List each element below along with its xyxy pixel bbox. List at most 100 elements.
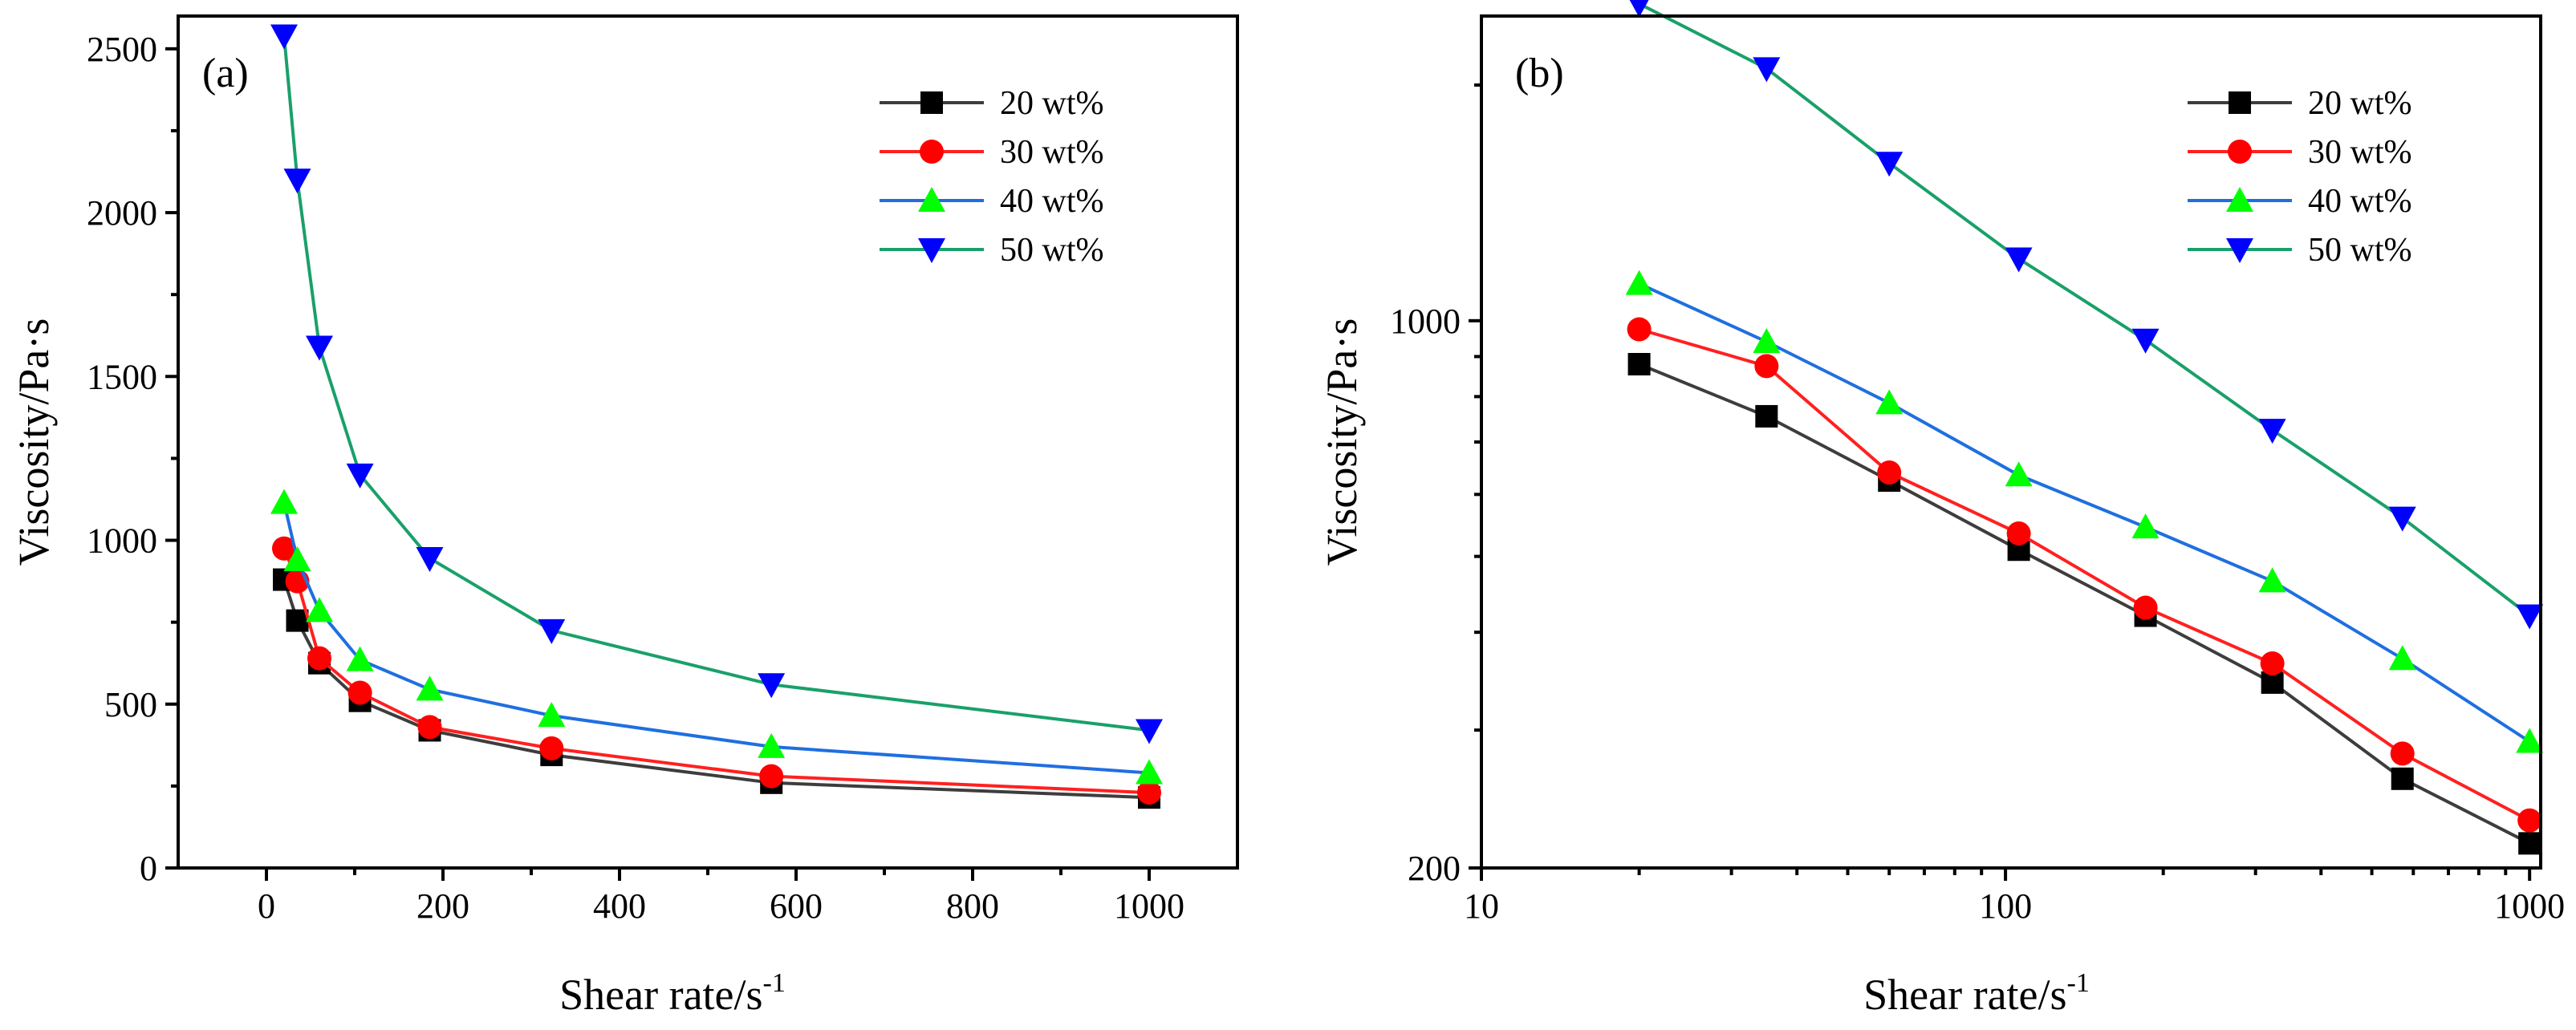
data-point-a-3 [270, 24, 298, 50]
data-point-a-1 [307, 646, 331, 671]
legend-marker-a-1 [920, 140, 944, 164]
data-point-a-2 [270, 489, 298, 514]
y-tick-label-a-2: 1000 [87, 521, 157, 561]
data-point-b-1 [1627, 317, 1652, 342]
data-point-a-3 [346, 463, 374, 489]
data-point-b-2 [1875, 389, 1904, 415]
legend-item-b-0: 20 wt% [2188, 85, 2412, 122]
data-point-a-2 [758, 732, 786, 758]
data-point-a-1 [417, 715, 442, 740]
data-point-b-3 [1629, 0, 1649, 18]
panel-label-b: (b) [1515, 51, 1564, 96]
legend-item-b-3: 50 wt% [2188, 232, 2412, 269]
data-point-b-2 [2516, 728, 2544, 753]
data-point-b-1 [2390, 741, 2415, 766]
series-line-a-2 [282, 502, 1150, 775]
series-line-b-3 [1638, 2, 2531, 618]
legend-item-b-2: 40 wt% [2188, 183, 2412, 220]
x-tick-label-b-0: 10 [1464, 886, 1499, 926]
series-line-b-2 [1638, 282, 2531, 744]
y-tick-label-a-1: 500 [104, 685, 157, 724]
data-point-a-2 [538, 702, 566, 728]
data-point-a-2 [283, 546, 311, 572]
data-point-a-1 [539, 736, 564, 760]
data-point-b-3 [2388, 506, 2416, 532]
series-line-b-0 [1638, 363, 2531, 845]
series-b-1 [1627, 317, 2542, 833]
series-b-2 [1625, 270, 2544, 753]
legend-marker-a-3 [918, 238, 945, 263]
legend-marker-b-3 [2226, 238, 2253, 263]
y-tick-label-a-0: 0 [140, 849, 157, 888]
legend-label-b-0: 20 wt% [2308, 85, 2412, 122]
x-tick-label-a-3: 600 [770, 886, 823, 926]
legend-marker-a-0 [920, 91, 943, 114]
y-tick-label-a-5: 2500 [87, 30, 157, 69]
x-tick-label-a-2: 400 [593, 886, 646, 926]
data-point-a-1 [759, 764, 784, 789]
data-point-a-3 [283, 168, 311, 194]
data-point-b-3 [2258, 419, 2286, 444]
x-axis-title-a-sup: -1 [763, 968, 786, 998]
data-point-b-3 [2131, 328, 2160, 354]
series-a-3 [270, 24, 1163, 744]
data-point-b-1 [1877, 460, 1902, 485]
legend-label-a-3: 50 wt% [1000, 232, 1104, 269]
data-point-b-2 [2131, 513, 2160, 539]
legend-b: 20 wt% 30 wt% 40 wt% 50 wt% [2188, 85, 2412, 269]
plot-area-b [1625, 0, 2544, 855]
panel-label-a: (a) [202, 51, 249, 96]
y-axis-title-a: Viscosity/Pa·s [10, 318, 58, 566]
y-tick-label-b-0: 200 [1408, 849, 1461, 888]
legend-a: 20 wt% 30 wt% 40 wt% 50 wt% [880, 85, 1104, 269]
plot-area-a [270, 24, 1163, 809]
series-b-0 [1627, 353, 2541, 855]
data-point-a-3 [1136, 719, 1163, 744]
x-tick-label-a-5: 1000 [1114, 886, 1184, 926]
data-point-a-1 [1137, 781, 1161, 805]
data-point-b-0 [1627, 353, 1651, 376]
legend-label-b-3: 50 wt% [2308, 232, 2412, 269]
chart-panel-a: 0 200 400 600 800 1000 0 500 1000 1500 2000 2500 (a… [10, 14, 1239, 1019]
data-point-a-2 [416, 675, 444, 701]
chart-panel-b: 10 100 1000 200 1000 (b) 20 wt% 30 wt% 40 wt% 5… [1318, 0, 2565, 1019]
series-line-a-3 [282, 35, 1150, 732]
data-point-b-2 [2258, 567, 2286, 593]
y-tick-label-a-3: 1500 [87, 357, 157, 396]
legend-label-a-1: 30 wt% [1000, 134, 1104, 171]
data-point-b-2 [2388, 645, 2416, 671]
data-point-b-2 [2005, 461, 2033, 487]
ticks-a: 0 200 400 600 800 1000 0 500 1000 1500 2000 2500 [87, 30, 1184, 926]
data-point-a-3 [306, 335, 333, 361]
x-tick-label-a-4: 800 [946, 886, 999, 926]
x-axis-title-b-text: Shear rate/s [1863, 971, 2066, 1019]
data-point-a-3 [538, 618, 566, 644]
data-point-b-1 [1754, 354, 1779, 379]
data-point-b-3 [1875, 152, 1904, 177]
data-point-b-1 [2006, 521, 2031, 545]
data-point-b-2 [1625, 270, 1653, 295]
data-point-b-1 [2260, 651, 2285, 676]
legend-label-a-2: 40 wt% [1000, 183, 1104, 220]
legend-marker-b-1 [2228, 140, 2252, 164]
data-point-a-1 [347, 680, 372, 705]
legend-marker-b-0 [2229, 91, 2251, 114]
data-point-b-1 [2133, 595, 2158, 620]
x-axis-title-b: Shear rate/s-1 [1863, 968, 2090, 1019]
legend-item-a-3: 50 wt% [880, 232, 1104, 269]
x-axis-title-b-sup: -1 [2067, 968, 2090, 998]
data-point-a-1 [272, 536, 296, 561]
data-point-a-3 [416, 547, 444, 573]
data-point-b-0 [2518, 832, 2541, 855]
data-point-b-3 [2005, 247, 2033, 273]
legend-item-a-0: 20 wt% [880, 85, 1104, 122]
legend-label-b-2: 40 wt% [2308, 183, 2412, 220]
legend-item-a-1: 30 wt% [880, 134, 1104, 171]
x-axis-title-a-text: Shear rate/s [559, 971, 762, 1019]
data-point-b-3 [2516, 604, 2544, 630]
data-point-a-2 [1136, 759, 1163, 785]
data-point-a-3 [758, 673, 786, 699]
data-point-b-1 [2517, 808, 2542, 833]
data-point-b-0 [1755, 404, 1778, 428]
data-point-b-2 [1753, 328, 1781, 354]
